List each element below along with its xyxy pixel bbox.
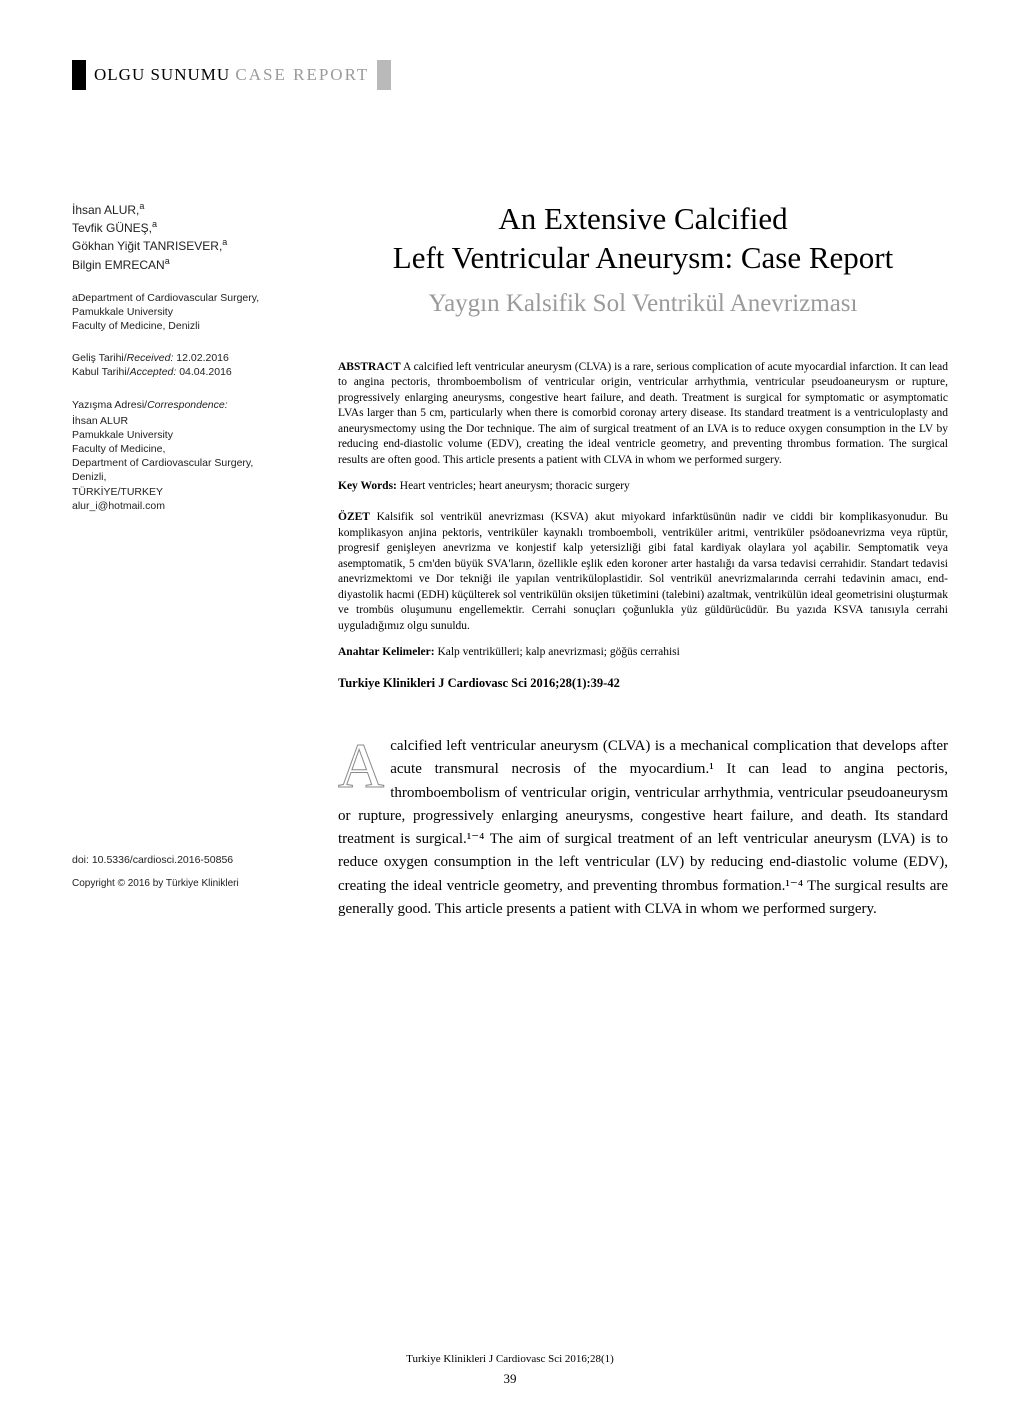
section-title-secondary: CASE REPORT [235, 65, 369, 84]
accepted-label-tr: Kabul Tarihi/ [72, 366, 130, 378]
accepted-line: Kabul Tarihi/Accepted: 04.04.2016 [72, 365, 300, 379]
author-sup: a [165, 256, 170, 266]
corr-line: Faculty of Medicine, [72, 442, 300, 456]
correspondence-body: İhsan ALUR Pamukkale University Faculty … [72, 414, 300, 513]
page-number: 39 [0, 1371, 1020, 1387]
abstract-en: ABSTRACT A calcified left ventricular an… [338, 360, 948, 469]
author-sup: a [222, 237, 227, 247]
footer-journal: Turkiye Klinikleri J Cardiovasc Sci 2016… [0, 1353, 1020, 1365]
copyright-line: Copyright © 2016 by Türkiye Klinikleri [72, 877, 300, 891]
corr-line: İhsan ALUR [72, 414, 300, 428]
author-name: Gökhan Yiğit TANRISEVER, [72, 239, 222, 253]
abstract-tr-text: Kalsifik sol ventrikül anevrizması (KSVA… [338, 511, 948, 632]
dropcap-letter: A [338, 735, 390, 793]
author-sup: a [152, 219, 157, 229]
authors-block: İhsan ALUR,a Tevfik GÜNEŞ,a Gökhan Yiğit… [72, 200, 300, 273]
keywords-tr-label: Anahtar Kelimeler: [338, 646, 435, 658]
title-en-line2: Left Ventricular Aneurysm: Case Report [393, 240, 893, 275]
main-two-column: İhsan ALUR,a Tevfik GÜNEŞ,a Gökhan Yiğit… [72, 200, 948, 921]
article-title-tr: Yaygın Kalsifik Sol Ventrikül Anevrizmas… [338, 290, 948, 318]
keywords-tr: Anahtar Kelimeler: Kalp ventrikülleri; k… [338, 646, 948, 658]
received-label-tr: Geliş Tarihi/ [72, 352, 127, 364]
corr-line: Department of Cardiovascular Surgery, [72, 456, 300, 470]
correspondence-label: Yazışma Adresi/Correspondence: [72, 398, 300, 412]
author-name: Bilgin EMRECAN [72, 258, 165, 272]
affiliation-block: aDepartment of Cardiovascular Surgery,Pa… [72, 291, 300, 334]
abstract-tr-label: ÖZET [338, 511, 370, 523]
citation-line: Turkiye Klinikleri J Cardiovasc Sci 2016… [338, 676, 948, 691]
affiliation-text: Department of Cardiovascular Surgery,Pam… [72, 292, 259, 332]
main-content: An Extensive Calcified Left Ventricular … [338, 200, 948, 921]
abstract-tr: ÖZET Kalsifik sol ventrikül anevrizması … [338, 510, 948, 634]
accepted-label-en: Accepted: [130, 366, 177, 378]
abstract-en-text: A calcified left ventricular aneurysm (C… [338, 361, 948, 466]
author-line: Gökhan Yiğit TANRISEVER,a [72, 236, 300, 254]
accepted-value: 04.04.2016 [176, 366, 231, 378]
keywords-en-label: Key Words: [338, 480, 397, 492]
corr-line: Pamukkale University [72, 428, 300, 442]
corr-label-tr: Yazışma Adresi/ [72, 399, 147, 411]
received-line: Geliş Tarihi/Received: 12.02.2016 [72, 351, 300, 365]
section-title: OLGU SUNUMU CASE REPORT [94, 65, 369, 85]
doi-line: doi: 10.5336/cardiosci.2016-50856 [72, 853, 300, 867]
corr-email: alur_i@hotmail.com [72, 499, 300, 513]
author-sup: a [139, 201, 144, 211]
author-line: Tevfik GÜNEŞ,a [72, 218, 300, 236]
body-paragraph: Acalcified left ventricular aneurysm (CL… [338, 735, 948, 921]
received-label-en: Received: [127, 352, 174, 364]
corr-line: TÜRKİYE/TURKEY [72, 485, 300, 499]
trailing-square-icon [377, 60, 391, 90]
corr-line: Denizli, [72, 470, 300, 484]
keywords-en: Key Words: Heart ventricles; heart aneur… [338, 480, 948, 492]
author-name: Tevfik GÜNEŞ, [72, 221, 152, 235]
author-name: İhsan ALUR, [72, 203, 139, 217]
author-line: Bilgin EMRECANa [72, 255, 300, 273]
section-title-primary: OLGU SUNUMU [94, 65, 230, 84]
page-footer: Turkiye Klinikleri J Cardiovasc Sci 2016… [0, 1353, 1020, 1387]
article-title-en: An Extensive Calcified Left Ventricular … [338, 200, 948, 278]
body-text: calcified left ventricular aneurysm (CLV… [338, 738, 948, 917]
keywords-en-text: Heart ventricles; heart aneurysm; thorac… [397, 480, 630, 492]
author-line: İhsan ALUR,a [72, 200, 300, 218]
sidebar: İhsan ALUR,a Tevfik GÜNEŞ,a Gökhan Yiğit… [72, 200, 300, 921]
keywords-tr-text: Kalp ventrikülleri; kalp anevrizmasi; gö… [435, 646, 680, 658]
dates-block: Geliş Tarihi/Received: 12.02.2016 Kabul … [72, 351, 300, 379]
received-value: 12.02.2016 [173, 352, 228, 364]
title-en-line1: An Extensive Calcified [498, 201, 787, 236]
abstract-en-label: ABSTRACT [338, 361, 401, 373]
corr-label-en: Correspondence: [147, 399, 228, 411]
section-header: OLGU SUNUMU CASE REPORT [72, 60, 948, 90]
leading-square-icon [72, 60, 86, 90]
